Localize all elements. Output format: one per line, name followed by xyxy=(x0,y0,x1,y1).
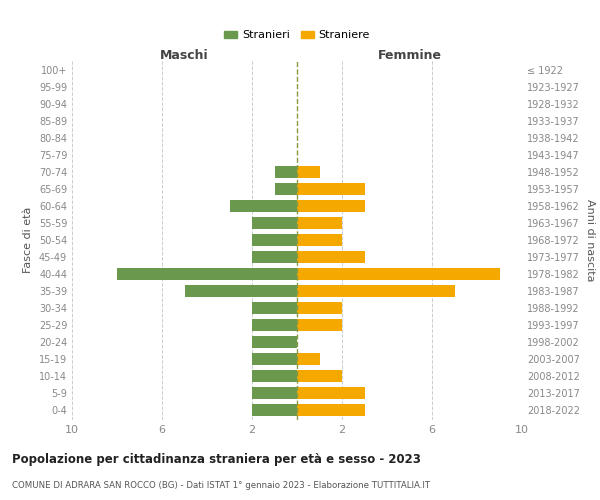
Bar xyxy=(117,268,297,280)
Bar xyxy=(297,404,365,416)
Bar xyxy=(185,285,297,297)
Bar xyxy=(297,251,365,263)
Bar xyxy=(252,404,297,416)
Bar xyxy=(252,302,297,314)
Legend: Stranieri, Straniere: Stranieri, Straniere xyxy=(220,26,374,45)
Bar xyxy=(229,200,297,212)
Bar xyxy=(252,319,297,331)
Bar xyxy=(297,217,342,229)
Bar xyxy=(252,370,297,382)
Bar xyxy=(252,353,297,365)
Bar xyxy=(297,302,342,314)
Bar xyxy=(275,183,297,195)
Y-axis label: Fasce di età: Fasce di età xyxy=(23,207,33,273)
Bar xyxy=(252,234,297,246)
Bar xyxy=(297,234,342,246)
Bar xyxy=(252,251,297,263)
Bar xyxy=(275,166,297,178)
Bar xyxy=(297,200,365,212)
Text: Femmine: Femmine xyxy=(377,48,442,62)
Y-axis label: Anni di nascita: Anni di nascita xyxy=(586,198,595,281)
Bar xyxy=(252,386,297,399)
Bar xyxy=(252,217,297,229)
Bar xyxy=(297,166,320,178)
Bar xyxy=(297,319,342,331)
Text: COMUNE DI ADRARA SAN ROCCO (BG) - Dati ISTAT 1° gennaio 2023 - Elaborazione TUTT: COMUNE DI ADRARA SAN ROCCO (BG) - Dati I… xyxy=(12,481,430,490)
Bar xyxy=(297,370,342,382)
Text: Maschi: Maschi xyxy=(160,48,209,62)
Bar xyxy=(297,268,499,280)
Bar xyxy=(297,285,455,297)
Text: Popolazione per cittadinanza straniera per età e sesso - 2023: Popolazione per cittadinanza straniera p… xyxy=(12,452,421,466)
Bar xyxy=(297,183,365,195)
Bar xyxy=(252,336,297,348)
Bar xyxy=(297,353,320,365)
Bar xyxy=(297,386,365,399)
